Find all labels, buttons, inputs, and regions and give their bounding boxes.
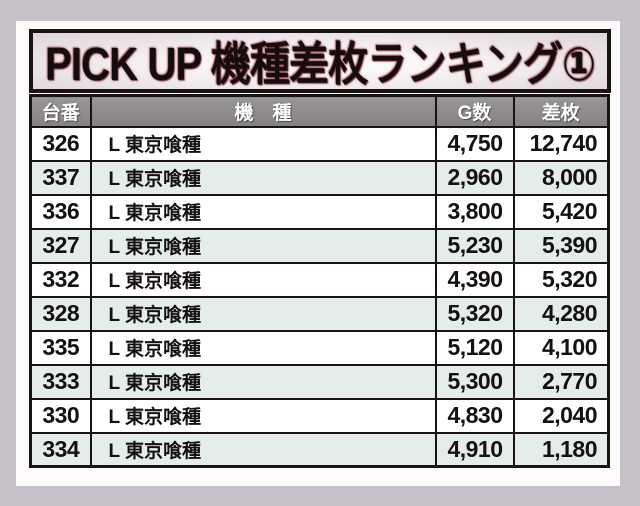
- machine-model-cell: L 東京喰種: [89, 193, 437, 230]
- table-row: 330 L 東京喰種 4,830 2,040: [29, 397, 610, 434]
- diff-medals-cell: 2,040: [512, 397, 610, 434]
- game-count-cell: 5,230: [434, 227, 515, 264]
- machine-model-cell: L 東京喰種: [89, 159, 437, 196]
- game-count-cell: 5,300: [434, 363, 515, 400]
- machine-model-cell: L 東京喰種: [89, 227, 437, 264]
- game-count-cell: 4,390: [434, 261, 515, 298]
- diff-medals-cell: 4,280: [512, 295, 610, 332]
- game-count-cell: 4,910: [434, 431, 515, 468]
- diff-medals-cell: 8,000: [512, 159, 610, 196]
- table-row: 332 L 東京喰種 4,390 5,320: [29, 261, 610, 298]
- game-count-cell: 2,960: [434, 159, 515, 196]
- page-title: PICK UP 機種差枚ランキング①: [45, 38, 596, 90]
- title-banner: PICK UP 機種差枚ランキング①: [29, 29, 611, 93]
- table-header-row: 台番 機 種 G数 差枚: [29, 94, 610, 128]
- machine-model-cell: L 東京喰種: [89, 261, 437, 298]
- diff-medals-cell: 5,390: [512, 227, 610, 264]
- header-cell-game-count: G数: [434, 94, 515, 128]
- machine-model-cell: L 東京喰種: [89, 431, 437, 468]
- game-count-cell: 4,750: [434, 125, 515, 162]
- table-row: 337 L 東京喰種 2,960 8,000: [29, 159, 610, 196]
- diff-medals-cell: 2,770: [512, 363, 610, 400]
- table-row: 327 L 東京喰種 5,230 5,390: [29, 227, 610, 264]
- machine-model-cell: L 東京喰種: [89, 295, 437, 332]
- table-row: 334 L 東京喰種 4,910 1,180: [29, 431, 610, 468]
- machine-number-cell: 330: [29, 397, 92, 434]
- machine-number-cell: 334: [29, 431, 92, 468]
- game-count-cell: 3,800: [434, 193, 515, 230]
- table-row: 335 L 東京喰種 5,120 4,100: [29, 329, 610, 366]
- diff-medals-cell: 12,740: [512, 125, 610, 162]
- game-count-cell: 5,120: [434, 329, 515, 366]
- table-row: 326 L 東京喰種 4,750 12,740: [29, 125, 610, 162]
- machine-number-cell: 332: [29, 261, 92, 298]
- machine-number-cell: 336: [29, 193, 92, 230]
- machine-model-cell: L 東京喰種: [89, 125, 437, 162]
- table-row: 333 L 東京喰種 5,300 2,770: [29, 363, 610, 400]
- machine-number-cell: 327: [29, 227, 92, 264]
- diff-medals-cell: 5,320: [512, 261, 610, 298]
- header-cell-machine-model: 機 種: [89, 94, 437, 128]
- header-cell-diff-medals: 差枚: [512, 94, 610, 128]
- diff-medals-cell: 5,420: [512, 193, 610, 230]
- header-cell-machine-number: 台番: [29, 94, 92, 128]
- game-count-cell: 4,830: [434, 397, 515, 434]
- table-row: 336 L 東京喰種 3,800 5,420: [29, 193, 610, 230]
- machine-number-cell: 337: [29, 159, 92, 196]
- content-panel: PICK UP 機種差枚ランキング① 台番 機 種 G数 差枚 326 L 東京…: [16, 21, 620, 486]
- machine-model-cell: L 東京喰種: [89, 363, 437, 400]
- diff-medals-cell: 1,180: [512, 431, 610, 468]
- ranking-table: 台番 機 種 G数 差枚 326 L 東京喰種 4,750 12,740 337…: [29, 94, 610, 468]
- machine-number-cell: 333: [29, 363, 92, 400]
- machine-model-cell: L 東京喰種: [89, 329, 437, 366]
- machine-number-cell: 335: [29, 329, 92, 366]
- game-count-cell: 5,320: [434, 295, 515, 332]
- diff-medals-cell: 4,100: [512, 329, 610, 366]
- machine-number-cell: 328: [29, 295, 92, 332]
- machine-model-cell: L 東京喰種: [89, 397, 437, 434]
- table-row: 328 L 東京喰種 5,320 4,280: [29, 295, 610, 332]
- machine-number-cell: 326: [29, 125, 92, 162]
